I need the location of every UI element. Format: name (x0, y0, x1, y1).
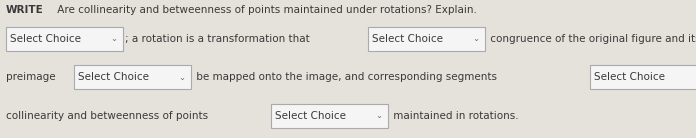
Text: collinearity and betweenness of points: collinearity and betweenness of points (6, 111, 211, 121)
Text: Select Choice: Select Choice (78, 72, 149, 82)
FancyBboxPatch shape (6, 27, 123, 51)
Text: be mapped onto the image, and corresponding segments: be mapped onto the image, and correspond… (193, 72, 500, 82)
Text: ⌄: ⌄ (375, 111, 382, 120)
FancyBboxPatch shape (271, 104, 388, 128)
Text: ⌄: ⌄ (111, 34, 118, 43)
FancyBboxPatch shape (367, 27, 485, 51)
Text: ⌄: ⌄ (695, 73, 696, 82)
FancyBboxPatch shape (590, 65, 696, 89)
Text: congruence of the original figure and its image. So, the: congruence of the original figure and it… (487, 34, 696, 44)
Text: Are collinearity and betweenness of points maintained under rotations? Explain.: Are collinearity and betweenness of poin… (54, 5, 477, 15)
Text: preimage: preimage (6, 72, 58, 82)
Text: Select Choice: Select Choice (275, 111, 346, 121)
Text: Select Choice: Select Choice (594, 72, 665, 82)
Text: Select Choice: Select Choice (372, 34, 443, 44)
Text: WRITE: WRITE (6, 5, 43, 15)
Text: maintained in rotations.: maintained in rotations. (390, 111, 519, 121)
FancyBboxPatch shape (74, 65, 191, 89)
Text: Select Choice: Select Choice (10, 34, 81, 44)
Text: ; a rotation is a transformation that: ; a rotation is a transformation that (125, 34, 313, 44)
Text: ⌄: ⌄ (473, 34, 480, 43)
Text: ⌄: ⌄ (179, 73, 186, 82)
